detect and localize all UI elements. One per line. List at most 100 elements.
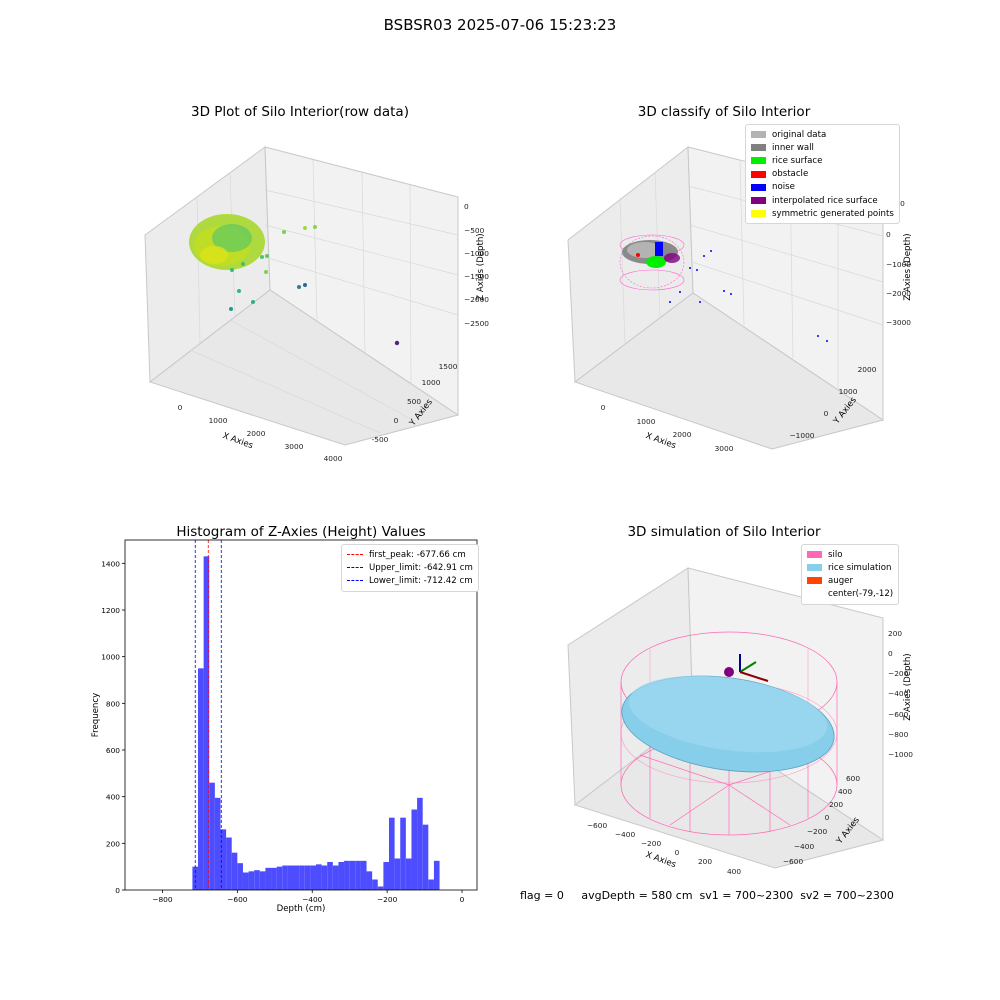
z-tick: −2000 <box>464 295 489 304</box>
histogram-bar <box>304 865 311 890</box>
x-tick: −400 <box>615 830 636 839</box>
legend-line <box>347 567 363 569</box>
histogram-bar <box>344 860 350 890</box>
x-tick-label: −400 <box>302 895 323 904</box>
x-tick-label: −600 <box>227 895 248 904</box>
histogram-bar <box>383 862 389 890</box>
x-tick: 2000 <box>673 430 692 439</box>
histogram-bar <box>242 872 249 890</box>
legend-item: original data <box>751 128 894 141</box>
y-tick-label: 600 <box>106 746 120 755</box>
legend-label: obstacle <box>772 169 809 180</box>
x-tick: −200 <box>641 839 662 848</box>
y-tick-label: 1200 <box>101 606 120 615</box>
panel-2-3d-plot: 0 1000 2000 3000 X Axies −1000 0 1000 20… <box>567 146 913 453</box>
y-tick: 1000 <box>422 378 441 387</box>
histogram-bar <box>315 864 322 890</box>
z-tick: 0 <box>886 230 891 239</box>
histogram-ylabel: Frequency <box>91 693 101 737</box>
histogram-bar <box>214 797 221 890</box>
panel-4-legend: silo rice simulation auger center(-79,-1… <box>801 544 900 605</box>
histogram-bar <box>299 865 305 890</box>
legend-label: rice simulation <box>828 562 892 573</box>
legend-swatch <box>751 210 766 218</box>
legend-label: inner wall <box>772 142 814 153</box>
panel-4-y-ticks: −600 −400 −200 0 200 400 600 <box>783 774 861 866</box>
legend-label: first_peak: -677.66 cm <box>369 549 466 560</box>
y-tick: −200 <box>807 827 828 836</box>
panel-4-title: 3D simulation of Silo Interior <box>627 524 821 540</box>
histogram-bar <box>192 866 199 890</box>
legend-item: auger <box>807 574 893 587</box>
histogram-bar <box>360 860 367 890</box>
histogram-x-ticks: −800 −600 −400 −200 0 <box>152 890 465 904</box>
y-tick-label: 1400 <box>101 559 120 568</box>
legend-swatch <box>751 131 766 139</box>
panel-3-title: Histogram of Z-Axies (Height) Values <box>176 524 426 540</box>
legend-label: Lower_limit: -712.42 cm <box>369 575 473 586</box>
legend-label: original data <box>772 129 827 140</box>
histogram-bar <box>327 862 333 890</box>
legend-item: silo <box>807 548 893 561</box>
histogram-frame <box>124 539 478 891</box>
legend-label: rice surface <box>772 155 823 166</box>
legend-item: Upper_limit: -642.91 cm <box>347 561 473 574</box>
y-tick: −400 <box>794 842 815 851</box>
histogram-bar <box>349 860 356 890</box>
legend-label: symmetric generated points <box>772 208 894 219</box>
y-tick-label: 0 <box>115 886 120 895</box>
y-tick: −1000 <box>789 431 814 440</box>
histogram-bar <box>293 865 300 890</box>
legend-label: auger <box>828 575 853 586</box>
histogram-y-ticks: 0 200 400 600 800 1000 1200 1400 <box>101 559 125 895</box>
panel-1-y-ticks: -500 0 500 1000 1500 <box>372 362 458 444</box>
y-tick: 1000 <box>839 387 858 396</box>
legend-label: interpolated rice surface <box>772 195 878 206</box>
legend-line <box>347 554 363 556</box>
x-tick: 1000 <box>637 417 656 426</box>
z-tick: 0 <box>464 202 469 211</box>
histogram-bar <box>209 782 215 890</box>
legend-item: rice simulation <box>807 561 893 574</box>
z-tick: −800 <box>888 730 909 739</box>
y-tick-label: 1000 <box>101 653 120 662</box>
legend-item: center(-79,-12) <box>807 588 893 601</box>
histogram-plot: −800 −600 −400 −200 0 0 200 400 600 800 1000 1200 1… <box>91 539 478 914</box>
figure-title: BSBSR03 2025-07-06 15:23:23 <box>383 16 617 34</box>
legend-swatch <box>807 551 822 559</box>
histogram-bar <box>321 865 328 890</box>
z-tick: −500 <box>464 226 485 235</box>
panel-2-x-ticks: 0 1000 2000 3000 <box>601 403 734 453</box>
z-tick: −600 <box>888 710 909 719</box>
histogram-bar <box>377 886 384 890</box>
legend-item: inner wall <box>751 141 894 154</box>
histogram-bar <box>433 860 440 890</box>
y-tick: 0 <box>825 813 830 822</box>
histogram-bar <box>366 871 373 890</box>
histogram-bar <box>276 866 283 890</box>
histogram-bar <box>338 862 345 890</box>
legend-swatch <box>807 564 822 572</box>
histogram-bar <box>203 556 210 890</box>
z-tick: −1000 <box>464 249 489 258</box>
legend-swatch <box>751 197 766 205</box>
x-tick: 3000 <box>285 442 304 451</box>
x-tick: 200 <box>698 857 712 866</box>
z-tick: −1000 <box>886 260 911 269</box>
x-tick: 1000 <box>209 416 228 425</box>
histogram-bar <box>237 863 243 890</box>
y-tick: 400 <box>838 787 852 796</box>
histogram-bar <box>259 871 266 890</box>
legend-item: rice surface <box>751 154 894 167</box>
panel-4-z-ticks: 200 0 −200 −400 −600 −800 −1000 <box>888 629 913 759</box>
x-tick: −600 <box>587 821 608 830</box>
z-tick: −200 <box>888 669 909 678</box>
histogram-legend: first_peak: -677.66 cm Upper_limit: -642… <box>341 544 479 592</box>
legend-swatch <box>807 577 822 585</box>
legend-line <box>347 580 363 582</box>
histogram-bar <box>271 867 277 890</box>
panel-1-zlabel: Z Axies (Depth) <box>476 233 486 300</box>
histogram-bar <box>282 865 288 890</box>
histogram-bar <box>226 837 232 890</box>
z-tick: −1000 <box>888 750 913 759</box>
